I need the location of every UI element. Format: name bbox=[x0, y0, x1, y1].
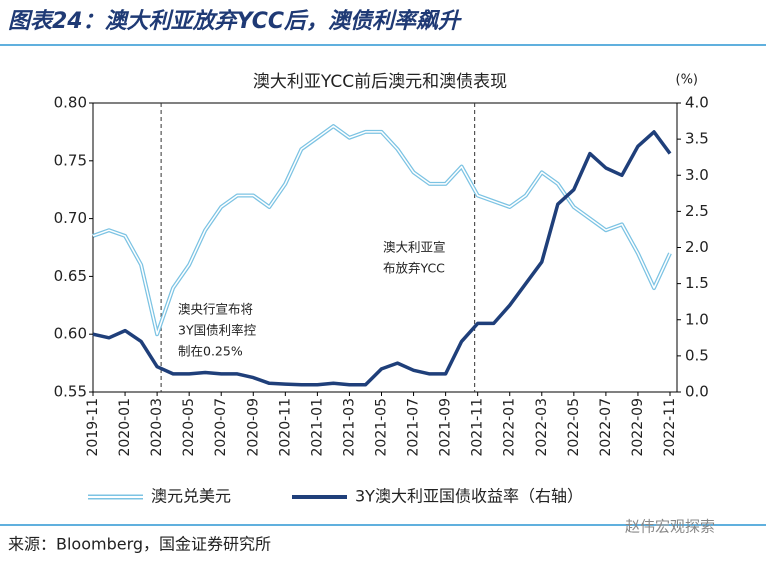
y2-tick-label: 4.0 bbox=[685, 94, 709, 112]
x-tick-label: 2021-07 bbox=[406, 398, 422, 457]
x-tick-label: 2022-09 bbox=[630, 398, 646, 457]
x-tick-label: 2021-01 bbox=[309, 398, 325, 457]
x-tick-label: 2020-01 bbox=[117, 398, 133, 457]
x-tick-label: 2022-11 bbox=[662, 398, 678, 457]
y2-tick-label: 0.0 bbox=[685, 383, 709, 401]
y-tick-label: 0.70 bbox=[54, 209, 87, 227]
series-line-inner bbox=[92, 125, 671, 335]
x-tick-label: 2019-11 bbox=[85, 398, 101, 457]
x-tick-label: 2020-09 bbox=[245, 398, 261, 457]
y2-tick-label: 1.5 bbox=[685, 274, 709, 292]
annotation: 3Y国债利率控 bbox=[178, 323, 257, 338]
x-tick-label: 2020-11 bbox=[277, 398, 293, 457]
y-tick-label: 0.80 bbox=[54, 94, 87, 112]
legend-label: 澳元兑美元 bbox=[151, 487, 231, 506]
x-tick-label: 2022-03 bbox=[534, 398, 550, 457]
annotation: 制在0.25% bbox=[178, 344, 243, 359]
y2-tick-label: 2.0 bbox=[685, 238, 709, 256]
y2-tick-label: 0.5 bbox=[685, 346, 709, 364]
x-tick-label: 2020-03 bbox=[149, 398, 165, 457]
series-line bbox=[92, 130, 672, 387]
annotation: 澳大利亚宣 bbox=[383, 240, 446, 255]
y2-tick-label: 1.0 bbox=[685, 310, 709, 328]
y-tick-label: 0.55 bbox=[54, 383, 87, 401]
y2-tick-label: 3.0 bbox=[685, 166, 709, 184]
chart-title: 澳大利亚YCC前后澳元和澳债表现 bbox=[253, 72, 507, 92]
y2-unit: (%) bbox=[676, 73, 699, 88]
x-tick-label: 2020-05 bbox=[181, 398, 197, 457]
x-tick-label: 2021-03 bbox=[341, 398, 357, 457]
x-tick-label: 2021-05 bbox=[374, 398, 390, 457]
y-tick-label: 0.75 bbox=[54, 151, 87, 169]
watermark: 赵伟宏观探索 bbox=[625, 518, 715, 536]
x-tick-label: 2022-05 bbox=[566, 398, 582, 457]
x-tick-label: 2022-01 bbox=[502, 398, 518, 457]
legend-label: 3Y澳大利亚国债收益率（右轴） bbox=[355, 487, 583, 506]
y2-tick-label: 2.5 bbox=[685, 202, 709, 220]
x-tick-label: 2021-09 bbox=[438, 398, 454, 457]
x-tick-label: 2021-11 bbox=[470, 398, 486, 457]
y-tick-label: 0.60 bbox=[54, 325, 87, 343]
x-tick-label: 2022-07 bbox=[598, 398, 614, 457]
y2-tick-label: 3.5 bbox=[685, 130, 709, 148]
x-tick-label: 2020-07 bbox=[213, 398, 229, 457]
page-title: 图表24：澳大利亚放弃YCC后，澳债利率飙升 bbox=[8, 8, 462, 34]
annotation: 布放弃YCC bbox=[383, 261, 445, 276]
y-tick-label: 0.65 bbox=[54, 267, 87, 285]
source: 来源：Bloomberg，国金证券研究所 bbox=[8, 535, 271, 554]
annotation: 澳央行宣布将 bbox=[178, 302, 253, 317]
